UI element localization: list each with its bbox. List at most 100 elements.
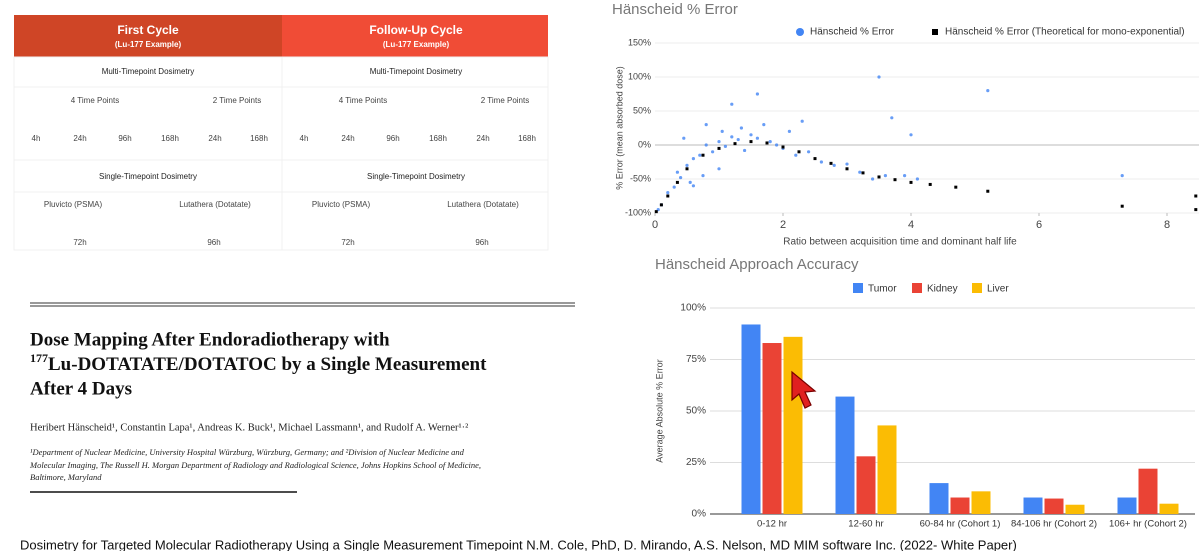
point [755, 136, 760, 140]
title-text: Lu-DOTATATE/DOTATOC by a Single Measurem… [48, 354, 487, 375]
cell-text: Lutathera (Dotatate) [447, 200, 519, 209]
bar [1159, 503, 1179, 514]
point [698, 153, 702, 157]
point [915, 177, 920, 181]
point [871, 177, 875, 181]
point [749, 133, 753, 137]
point [679, 176, 683, 180]
y-tick-label: 75% [686, 354, 706, 365]
point [1120, 174, 1124, 178]
paper-title: After 4 Days [30, 378, 132, 399]
cell-text: Pluvicto (PSMA) [44, 200, 103, 209]
cell-text: 24h [208, 134, 221, 143]
cell-text: 24h [476, 134, 489, 143]
legend-label: Kidney [927, 284, 958, 295]
bar [1044, 498, 1064, 514]
cell-text: (Lu-177 Example) [383, 40, 450, 49]
point [691, 184, 696, 188]
x-tick-label: 84-106 hr (Cohort 2) [1011, 519, 1097, 530]
point [654, 210, 658, 214]
y-axis-label: Average Absolute % Error [654, 359, 664, 462]
point [829, 161, 833, 165]
point [675, 170, 680, 174]
point [672, 185, 676, 189]
point [743, 148, 747, 153]
point [845, 162, 849, 166]
bar [835, 396, 855, 514]
cell-text: 168h [250, 134, 268, 143]
table-frame [13, 56, 549, 251]
chart-title: Hänscheid Approach Accuracy [655, 256, 859, 273]
y-tick-label: 100% [628, 71, 651, 81]
cell-text: 96h [386, 134, 399, 143]
point [688, 180, 692, 184]
point [736, 137, 740, 142]
paper-title: 177Lu-DOTATATE/DOTATOC by a Single Measu… [30, 351, 487, 376]
point [723, 144, 728, 148]
legend-swatch [972, 283, 982, 293]
point [903, 174, 907, 178]
point [781, 145, 785, 149]
y-tick-label: 150% [628, 37, 651, 47]
bar [741, 324, 761, 514]
point [909, 180, 913, 184]
cursor [791, 370, 817, 409]
paper-authors: Heribert Hänscheid¹, Constantin Lapa¹, A… [30, 422, 468, 433]
paper-affiliation: Baltimore, Maryland [30, 472, 102, 482]
legend-label: Liver [987, 284, 1009, 295]
point [794, 153, 798, 157]
bar [950, 497, 970, 514]
point [704, 143, 708, 147]
point [858, 170, 862, 174]
cell-text: 96h [118, 134, 131, 143]
x-axis-label: Ratio between acquisition time and domin… [783, 237, 1017, 248]
point [813, 157, 817, 161]
chart-title: Hänscheid % Error [612, 1, 738, 18]
cell-text: 72h [341, 238, 354, 247]
point [730, 102, 734, 106]
y-tick-label: -50% [630, 173, 651, 183]
paper-title: Dose Mapping After Endoradiotherapy with [30, 329, 390, 350]
header-cell [14, 15, 282, 57]
point [954, 185, 958, 189]
x-tick-label: 8 [1164, 219, 1170, 231]
point [765, 141, 769, 145]
table: First Cycle (Lu-177 Example) Multi-Timepoi… [32, 23, 536, 247]
y-tick-label: 50% [633, 105, 651, 115]
point [768, 140, 772, 144]
x-tick-label: 2 [780, 219, 786, 231]
point [909, 133, 913, 137]
header-cell [282, 15, 548, 57]
legend-swatch [853, 283, 863, 293]
point [787, 129, 792, 133]
point [890, 116, 894, 120]
point [775, 143, 779, 147]
bar [877, 425, 897, 514]
point [666, 191, 670, 195]
point [704, 123, 708, 127]
point [685, 163, 689, 167]
legend-label: Hänscheid % Error [810, 27, 895, 38]
point [845, 167, 849, 171]
bar [856, 456, 876, 514]
cell-text: 72h [73, 238, 86, 247]
point [717, 146, 721, 150]
point [986, 189, 990, 193]
point [832, 163, 836, 167]
point [659, 203, 663, 207]
point [717, 167, 721, 171]
cell-text: 24h [73, 134, 86, 143]
bar [1023, 497, 1043, 514]
bar [762, 343, 782, 514]
point [666, 194, 670, 198]
bar [971, 491, 991, 514]
bar [1065, 504, 1085, 514]
point [877, 175, 881, 179]
cell-text: 4 Time Points [71, 96, 119, 105]
superscript: 177 [30, 351, 48, 365]
cell-text: Pluvicto (PSMA) [312, 200, 371, 209]
cell-text: 4 Time Points [339, 96, 387, 105]
point [685, 167, 689, 171]
legend-label: Hänscheid % Error (Theoretical for mono-… [945, 27, 1185, 38]
